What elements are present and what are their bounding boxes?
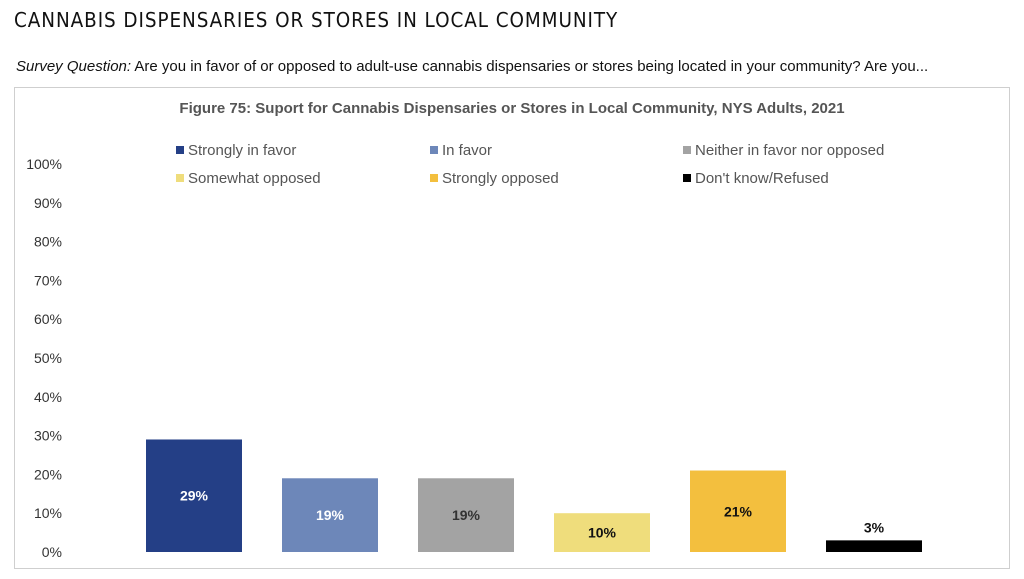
bar xyxy=(418,478,514,552)
bar xyxy=(826,540,922,552)
bar xyxy=(690,470,786,552)
bar xyxy=(282,478,378,552)
y-tick-label: 50% xyxy=(34,350,62,366)
y-tick-label: 10% xyxy=(34,505,62,521)
chart-title: Figure 75: Suport for Cannabis Dispensar… xyxy=(179,100,845,117)
legend-swatch xyxy=(430,146,438,154)
y-tick-label: 70% xyxy=(34,272,62,288)
y-tick-label: 60% xyxy=(34,311,62,327)
data-label: 21% xyxy=(724,503,753,519)
y-tick-label: 0% xyxy=(42,544,62,560)
data-label: 19% xyxy=(452,507,481,523)
legend-label: Strongly opposed xyxy=(442,170,559,187)
y-tick-label: 80% xyxy=(34,234,62,250)
bar xyxy=(146,439,242,552)
legend-label: In favor xyxy=(442,142,492,159)
bar xyxy=(554,513,650,552)
legend-label: Neither in favor nor opposed xyxy=(695,142,884,159)
legend-label: Don't know/Refused xyxy=(695,170,829,187)
data-label: 10% xyxy=(588,525,617,541)
y-tick-label: 40% xyxy=(34,389,62,405)
y-tick-label: 100% xyxy=(26,156,62,172)
legend-swatch xyxy=(683,174,691,182)
data-label: 29% xyxy=(180,488,209,504)
y-tick-label: 20% xyxy=(34,466,62,482)
y-tick-label: 90% xyxy=(34,195,62,211)
legend-swatch xyxy=(176,174,184,182)
survey-question-label: Survey Question: xyxy=(16,58,132,75)
data-label: 3% xyxy=(864,519,885,535)
legend-swatch xyxy=(683,146,691,154)
legend-swatch xyxy=(176,146,184,154)
data-label: 19% xyxy=(316,507,345,523)
survey-question-text: Are you in favor of or opposed to adult-… xyxy=(134,58,929,75)
bar-chart: 0% 10% 20% 30% 40% 50% 60% 70% 80% 90% 100% Strongl… xyxy=(26,142,922,560)
y-tick-label: 30% xyxy=(34,428,62,444)
legend-label: Somewhat opposed xyxy=(188,170,321,187)
survey-question: Survey Question: Are you in favor of or … xyxy=(16,58,928,75)
legend-swatch xyxy=(430,174,438,182)
chart-container: Figure 75: Suport for Cannabis Dispensar… xyxy=(14,87,1010,569)
page-heading: CANNABIS DISPENSARIES OR STORES IN LOCAL… xyxy=(14,8,619,32)
legend-label: Strongly in favor xyxy=(188,142,296,159)
